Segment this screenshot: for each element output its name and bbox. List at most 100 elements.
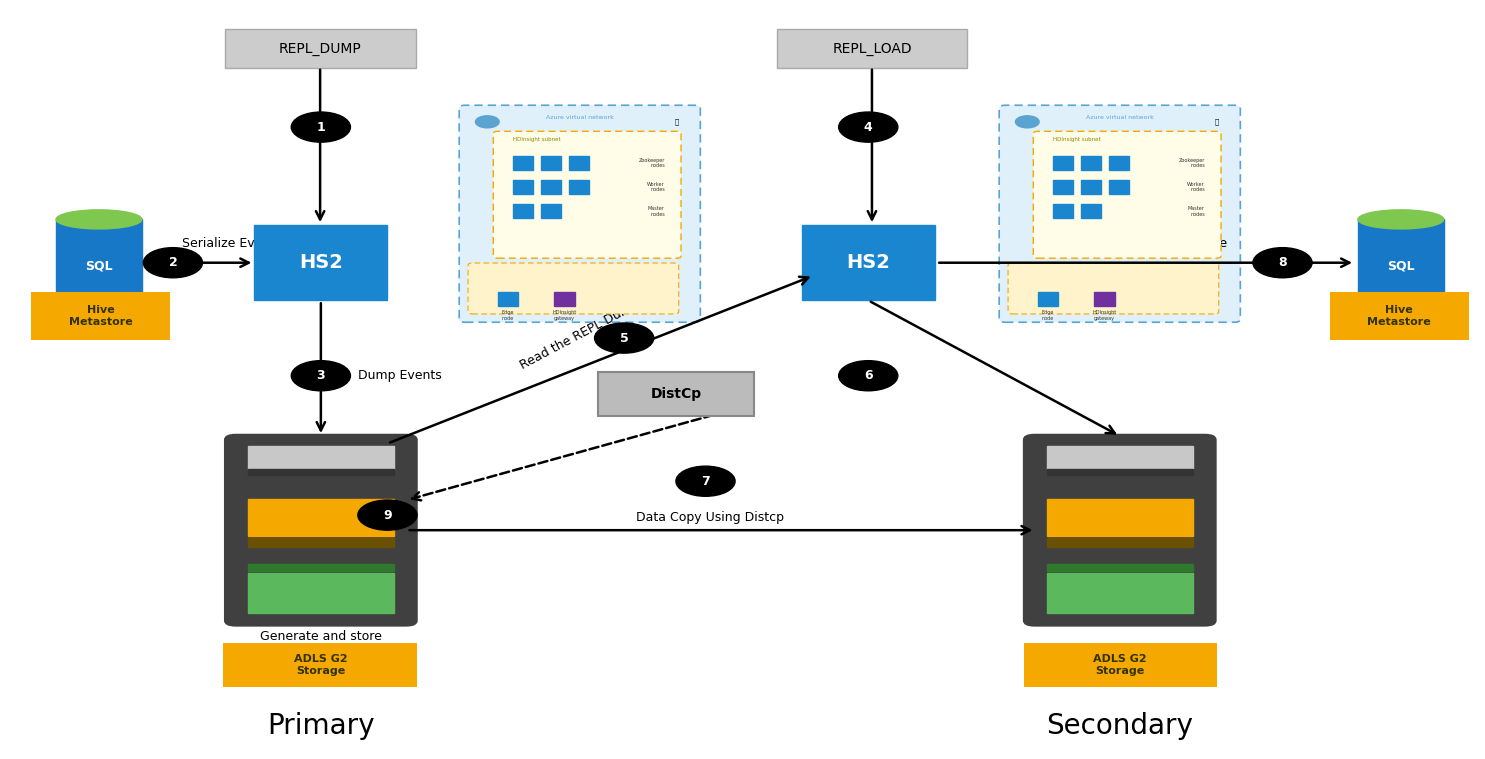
Circle shape <box>839 361 898 391</box>
Bar <box>1109 156 1130 170</box>
Bar <box>1053 156 1074 170</box>
Bar <box>497 292 518 306</box>
Bar <box>248 564 394 571</box>
FancyBboxPatch shape <box>224 433 417 627</box>
Bar <box>1081 204 1102 218</box>
Circle shape <box>291 361 350 391</box>
FancyBboxPatch shape <box>224 29 416 68</box>
Text: 2: 2 <box>168 257 177 269</box>
Circle shape <box>144 247 202 278</box>
Bar <box>569 181 590 194</box>
Text: Worker
nodes: Worker nodes <box>647 181 665 193</box>
Text: SQL: SQL <box>85 260 113 273</box>
Ellipse shape <box>56 209 143 229</box>
Text: Update Metastore: Update Metastore <box>1115 237 1228 250</box>
Bar <box>248 573 394 613</box>
Text: DistCp: DistCp <box>650 387 701 401</box>
Bar <box>512 204 533 218</box>
FancyBboxPatch shape <box>31 292 169 340</box>
Text: HDInsight subnet: HDInsight subnet <box>1053 137 1100 142</box>
Text: REPL_DUMP: REPL_DUMP <box>279 42 361 55</box>
FancyBboxPatch shape <box>1331 292 1469 340</box>
Text: Azure virtual network: Azure virtual network <box>1086 115 1154 120</box>
Text: Data Copy Using Distcp: Data Copy Using Distcp <box>636 511 784 524</box>
Ellipse shape <box>1357 209 1443 229</box>
Bar <box>541 181 561 194</box>
Text: Master
nodes: Master nodes <box>1188 206 1204 216</box>
Text: HDInsight
gateway: HDInsight gateway <box>552 310 576 321</box>
Text: Azure virtual network: Azure virtual network <box>546 115 613 120</box>
Text: 🔒: 🔒 <box>674 118 679 125</box>
Text: Zookeeper
nodes: Zookeeper nodes <box>639 158 665 168</box>
Text: HDInsight subnet: HDInsight subnet <box>512 137 560 142</box>
Text: 4: 4 <box>864 121 873 134</box>
Text: 9: 9 <box>383 509 392 521</box>
Circle shape <box>594 323 653 353</box>
Text: REPL_LOAD: REPL_LOAD <box>832 42 912 55</box>
Bar <box>1047 573 1192 613</box>
Bar <box>1047 446 1192 469</box>
Text: Hive
Metastore: Hive Metastore <box>68 305 132 327</box>
FancyBboxPatch shape <box>1008 263 1219 314</box>
Circle shape <box>676 466 735 496</box>
Bar <box>1081 156 1102 170</box>
Bar <box>248 469 394 475</box>
Text: 🔒: 🔒 <box>1215 118 1219 125</box>
FancyBboxPatch shape <box>1023 643 1218 687</box>
FancyBboxPatch shape <box>597 372 754 416</box>
Text: 5: 5 <box>619 332 628 345</box>
Bar <box>1094 292 1115 306</box>
Text: Master
nodes: Master nodes <box>647 206 665 216</box>
FancyBboxPatch shape <box>459 106 701 323</box>
Circle shape <box>1016 116 1040 128</box>
Bar <box>254 225 388 301</box>
FancyBboxPatch shape <box>493 131 682 258</box>
Text: Worker
nodes: Worker nodes <box>1187 181 1204 193</box>
Text: 7: 7 <box>701 474 710 488</box>
Text: 8: 8 <box>1279 257 1287 269</box>
Text: Generate and store
event ID: Generate and store event ID <box>260 630 382 657</box>
FancyBboxPatch shape <box>777 29 967 68</box>
Ellipse shape <box>56 297 143 316</box>
Bar <box>1109 181 1130 194</box>
Bar <box>1053 204 1074 218</box>
Text: SQL: SQL <box>1387 260 1415 273</box>
Text: Dump Events: Dump Events <box>358 369 441 383</box>
Circle shape <box>291 112 350 142</box>
Text: 1: 1 <box>316 121 325 134</box>
Bar <box>802 225 936 301</box>
Text: HS2: HS2 <box>846 254 890 272</box>
Text: Zookeeper
nodes: Zookeeper nodes <box>1179 158 1204 168</box>
Text: ADLS G2
Storage: ADLS G2 Storage <box>294 654 347 676</box>
Bar <box>512 181 533 194</box>
Bar <box>1047 564 1192 571</box>
Circle shape <box>475 116 499 128</box>
Circle shape <box>839 112 898 142</box>
Text: Read the REPL Dump: Read the REPL Dump <box>518 298 642 372</box>
Bar <box>1047 469 1192 475</box>
Bar <box>248 538 394 547</box>
Text: HS2: HS2 <box>298 254 343 272</box>
FancyBboxPatch shape <box>999 106 1240 323</box>
FancyBboxPatch shape <box>468 263 679 314</box>
Ellipse shape <box>1357 297 1443 316</box>
Bar <box>541 156 561 170</box>
Text: Hive
Metastore: Hive Metastore <box>1368 305 1432 327</box>
Circle shape <box>358 500 417 531</box>
Bar <box>1047 499 1192 536</box>
FancyBboxPatch shape <box>1034 131 1221 258</box>
Bar <box>569 156 590 170</box>
Bar <box>1081 181 1102 194</box>
FancyBboxPatch shape <box>223 643 417 687</box>
Text: 3: 3 <box>316 369 325 383</box>
Text: Primary: Primary <box>267 712 374 740</box>
Circle shape <box>1253 247 1313 278</box>
Bar <box>248 499 394 536</box>
Bar <box>1047 538 1192 547</box>
Text: Edge
node: Edge node <box>1042 310 1054 321</box>
Text: 6: 6 <box>864 369 873 383</box>
Text: Edge
node: Edge node <box>502 310 514 321</box>
Text: HDInsight
gateway: HDInsight gateway <box>1091 310 1117 321</box>
Bar <box>512 156 533 170</box>
Bar <box>56 219 143 306</box>
